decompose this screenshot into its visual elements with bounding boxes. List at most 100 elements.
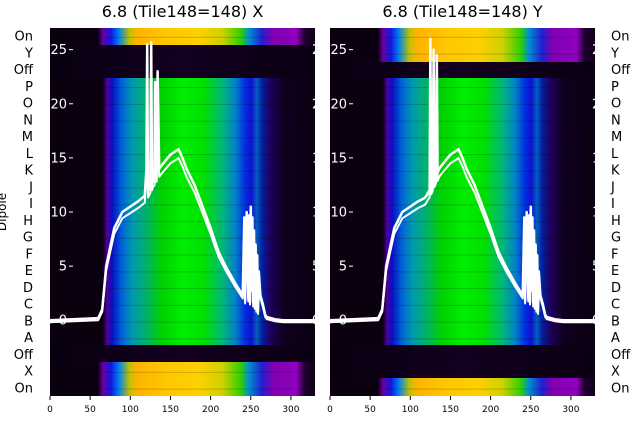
heatmap-row-separator <box>50 388 315 390</box>
heatmap-row-separator <box>330 36 595 38</box>
overlay-ytick-label-right: 20 <box>312 97 329 112</box>
row-label: Off <box>14 348 34 363</box>
xtick-label: 200 <box>202 405 219 415</box>
row-label: J <box>610 180 615 195</box>
overlay-ytick-label-right: 15 <box>312 151 329 166</box>
heatmap-row-separator <box>50 221 315 223</box>
heatmap-band <box>330 378 595 396</box>
heatmap-band <box>50 62 315 78</box>
row-label: P <box>25 80 33 95</box>
heatmap-row-separator <box>50 53 315 55</box>
row-label: E <box>611 264 619 279</box>
overlay-ytick-label-right: 25 <box>312 43 329 58</box>
overlay-ytick-label-right: 0 <box>592 314 600 329</box>
y-axis-label: Dipole <box>0 193 9 231</box>
row-label: K <box>24 164 33 179</box>
heatmap-row-separator <box>330 304 595 306</box>
xtick-label: 250 <box>522 405 539 415</box>
row-label: D <box>23 281 33 296</box>
row-label: Off <box>611 348 631 363</box>
chart-title: 6.8 (Tile148=148) X <box>102 2 264 21</box>
row-label: E <box>25 264 33 279</box>
heatmap-band <box>330 62 595 78</box>
xtick-label: 50 <box>364 405 376 415</box>
heatmap-row-separator <box>50 204 315 206</box>
heatmap-band <box>50 28 315 45</box>
row-label: B <box>611 314 620 329</box>
heatmap-row-separator <box>50 120 315 122</box>
overlay-ytick-label-right: 5 <box>592 260 600 275</box>
overlay-line-secondary <box>329 51 595 324</box>
xtick-label: 150 <box>162 405 179 415</box>
heatmap-row-separator <box>50 154 315 156</box>
heatmap-row-separator <box>330 254 595 256</box>
row-label: H <box>611 214 621 229</box>
overlay-ytick-label-right: 20 <box>592 97 609 112</box>
heatmap-row-separator <box>330 355 595 357</box>
heatmap-row-separator <box>330 154 595 156</box>
overlay-ytick-label-right: 10 <box>312 206 329 221</box>
heatmap-row-separator <box>330 70 595 72</box>
heatmap-row-separator <box>50 87 315 89</box>
xtick-label: 250 <box>242 405 259 415</box>
row-label: On <box>611 30 629 45</box>
overlay-line-secondary <box>49 54 315 324</box>
heatmap-row-separator <box>330 237 595 239</box>
heatmap-row-separator <box>50 321 315 323</box>
row-label: On <box>15 381 33 396</box>
overlay-ytick-label-right: 25 <box>592 43 609 58</box>
xtick-label: 100 <box>402 405 419 415</box>
row-label: P <box>611 80 619 95</box>
heatmap-row-separator <box>330 170 595 172</box>
heatmap-row-separator <box>330 271 595 273</box>
overlay-ytick-label: 5 <box>339 260 347 275</box>
heatmap-row-separator <box>50 103 315 105</box>
heatmap-row-separator <box>50 137 315 139</box>
row-label: M <box>611 130 622 145</box>
heatmap-row-separator <box>330 103 595 105</box>
heatmap-row-separator <box>50 338 315 340</box>
row-label: I <box>611 197 615 212</box>
xtick-label: 0 <box>327 405 333 415</box>
row-label: D <box>611 281 621 296</box>
row-label: Y <box>24 46 33 61</box>
overlay-ytick-label: 10 <box>50 206 67 221</box>
xtick-label: 200 <box>482 405 499 415</box>
row-label: C <box>611 298 620 313</box>
heatmap-band <box>330 28 595 62</box>
heatmap-row-separator <box>330 388 595 390</box>
heatmap-row-separator <box>50 271 315 273</box>
row-label: Off <box>14 63 34 78</box>
heatmap-row-separator <box>50 237 315 239</box>
xtick-label: 100 <box>122 405 139 415</box>
row-label: B <box>24 314 33 329</box>
row-label: A <box>24 331 33 346</box>
overlay-ytick-label-right: 15 <box>592 151 609 166</box>
heatmap-band <box>330 345 595 378</box>
heatmap-row-separator <box>50 371 315 373</box>
heatmap-row-separator <box>50 304 315 306</box>
row-label: On <box>15 30 33 45</box>
row-label: C <box>24 298 33 313</box>
row-label: K <box>611 164 620 179</box>
heatmap-row-separator <box>330 87 595 89</box>
heatmap-band <box>50 78 315 345</box>
panel-y: 6.8 (Tile148=148) YOnYOffPONMLKJIHGFEDCB… <box>327 2 631 415</box>
row-label: J <box>28 180 33 195</box>
row-label: G <box>611 231 621 246</box>
overlay-ytick-label: 5 <box>59 260 67 275</box>
heatmap-row-separator <box>50 36 315 38</box>
xtick-label: 50 <box>84 405 96 415</box>
heatmap-row-separator <box>50 187 315 189</box>
heatmap-row-separator <box>50 170 315 172</box>
heatmap-row-separator <box>330 221 595 223</box>
heatmap-row-separator <box>330 137 595 139</box>
heatmap-row-separator <box>330 53 595 55</box>
overlay-ytick-label-right: 5 <box>312 260 320 275</box>
row-label: A <box>611 331 620 346</box>
heatmap-row-separator <box>50 70 315 72</box>
xtick-label: 0 <box>47 405 53 415</box>
xtick-label: 150 <box>442 405 459 415</box>
heatmap-row-separator <box>330 120 595 122</box>
